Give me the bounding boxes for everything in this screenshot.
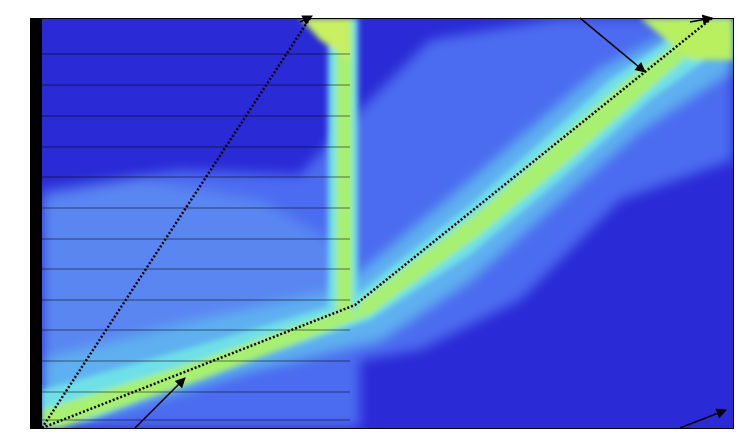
dotted-line-steep	[42, 18, 312, 428]
arrow	[689, 14, 714, 25]
frame	[30, 18, 734, 429]
band-green	[42, 18, 733, 428]
band-light	[42, 18, 733, 428]
dotted-lines	[42, 18, 713, 428]
scan-lines	[42, 53, 350, 421]
arrow	[134, 377, 186, 429]
arrow	[679, 408, 727, 429]
arrows	[134, 14, 727, 429]
vertical-core	[336, 18, 352, 310]
dotted-line-bent	[42, 18, 713, 428]
arrow	[579, 17, 646, 73]
arrow	[299, 15, 313, 25]
left-bar	[30, 18, 42, 428]
top-patch	[300, 18, 350, 60]
heatmap	[42, 18, 733, 428]
